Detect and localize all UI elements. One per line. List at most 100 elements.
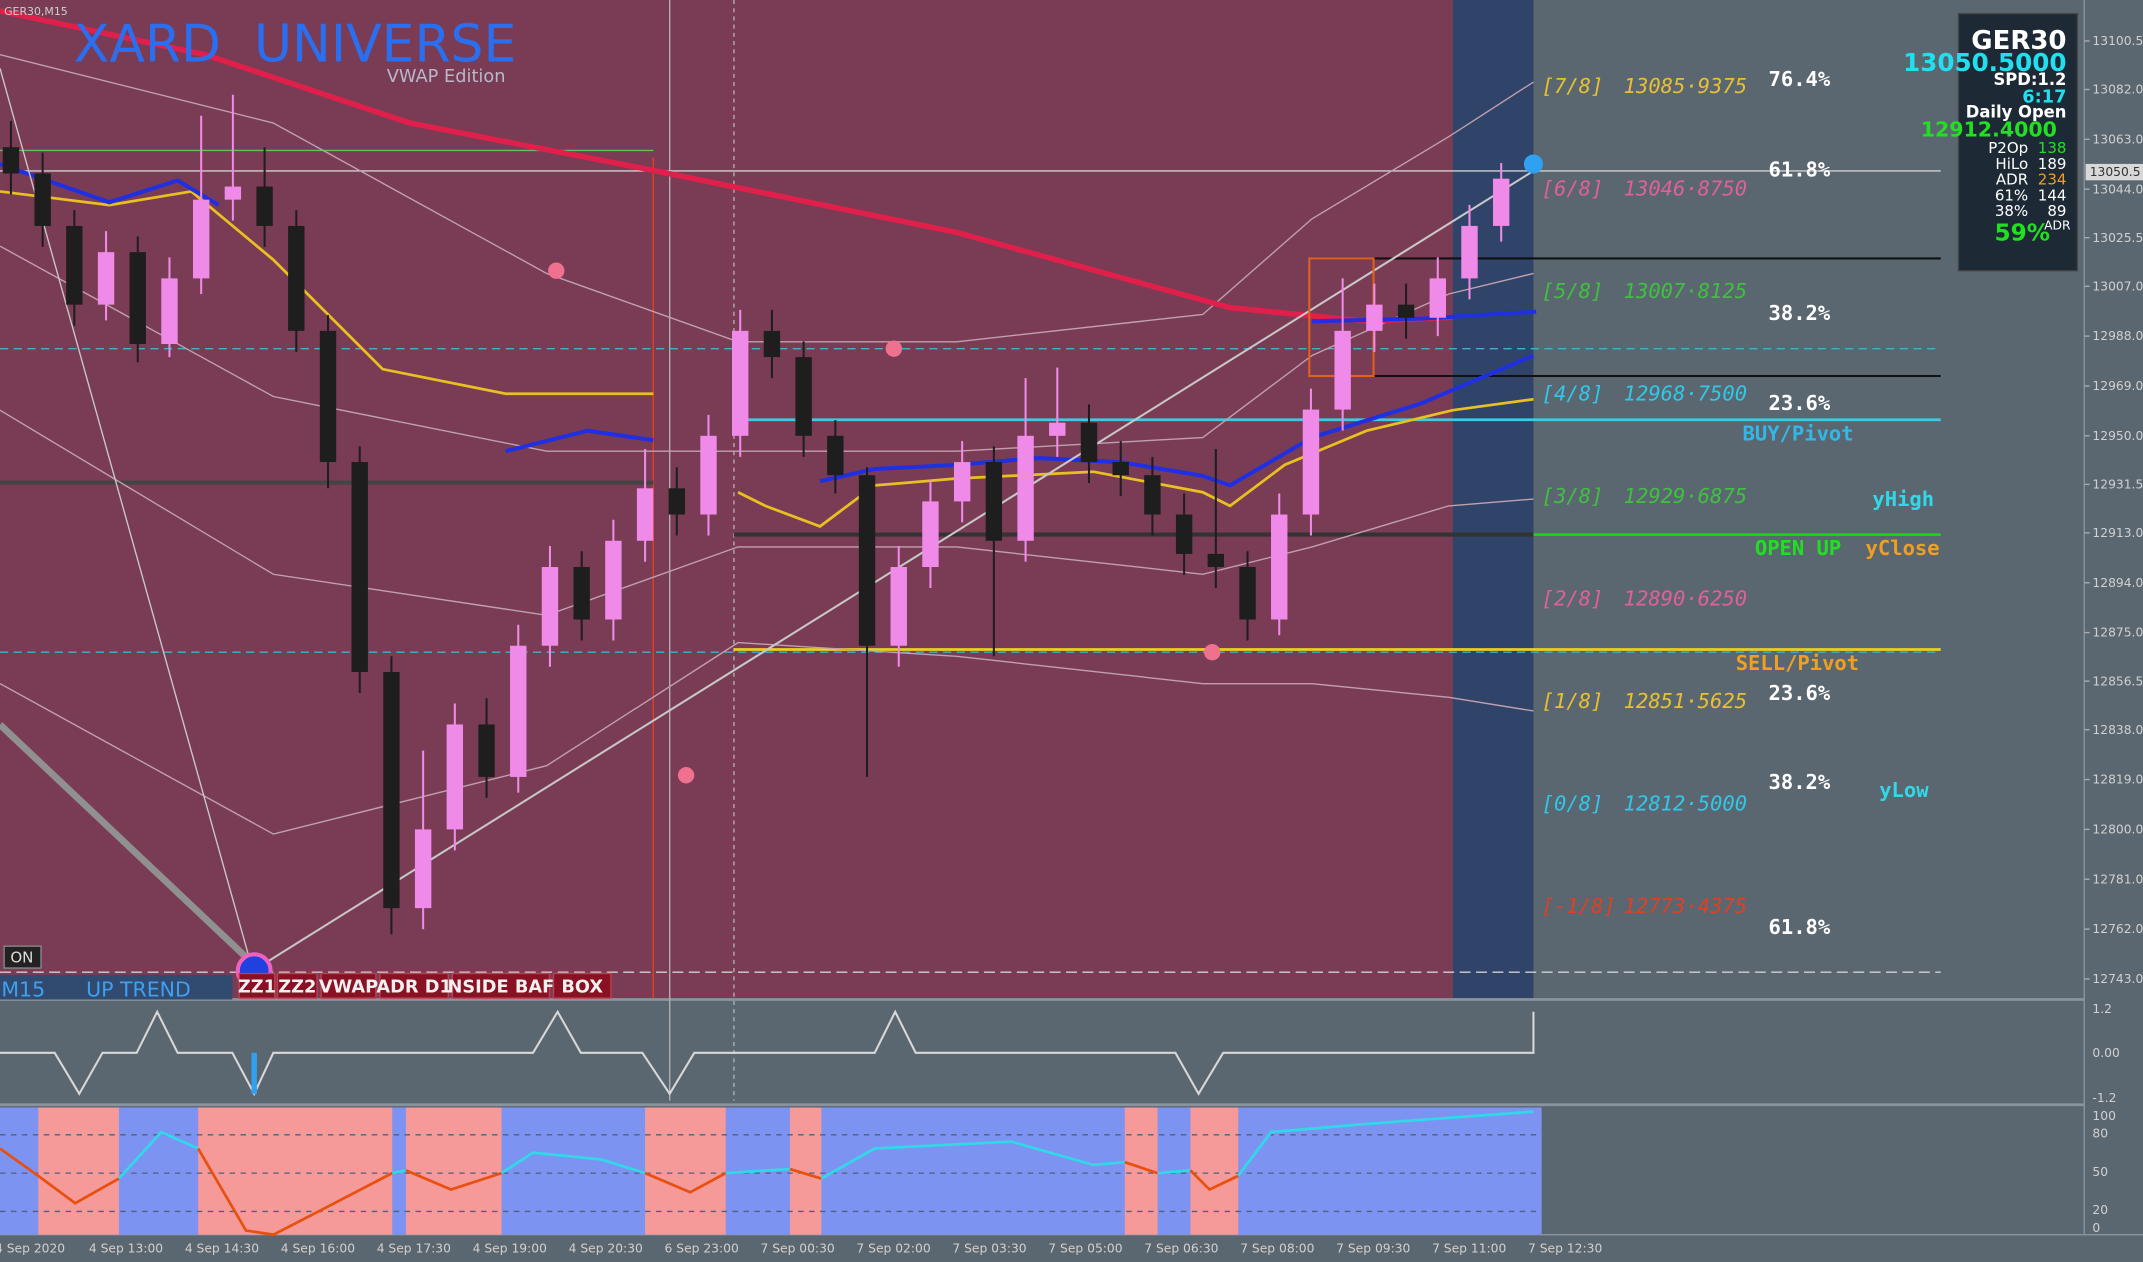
candle-body (319, 330, 337, 463)
candle-body (414, 829, 432, 909)
toolbar-button[interactable]: NSIDE BAF (448, 978, 555, 998)
session-zone (0, 0, 1453, 999)
level-price: 12890·6250 (1624, 586, 1747, 610)
candle-body (478, 724, 495, 777)
toolbar-button-box (320, 972, 377, 999)
level-price: 13085·9375 (1624, 74, 1747, 98)
candle-body (1080, 422, 1098, 463)
panel-text: 12912.4000 (1921, 118, 2057, 142)
candle-body (1017, 435, 1034, 541)
y-tick-label: 12838.0 (2092, 723, 2143, 737)
candle-body (1429, 278, 1446, 318)
candle-body (351, 462, 368, 672)
y-tick-label: 12969.0 (2092, 379, 2143, 393)
y-tick-label: 12894.0 (2092, 576, 2143, 590)
y-tick-label: 12931.5 (2092, 477, 2143, 491)
osc-line-down (1189, 1169, 1239, 1192)
candle-body (97, 252, 115, 305)
title: XARD UNIVERSE (74, 15, 517, 75)
osc1-tick-label: 0.00 (2092, 1046, 2119, 1060)
y-tick-label: 12875.0 (2092, 626, 2143, 640)
candle-body (510, 645, 527, 777)
osc-line-up (391, 1169, 407, 1175)
candle-body (161, 278, 178, 344)
level-label: [0/8] (1542, 791, 1604, 815)
band-down (645, 1107, 726, 1235)
right-label: BUY/Pivot (1743, 421, 1854, 445)
ma-line (505, 428, 654, 454)
x-tick-label: 4 Sep 13:00 (89, 1241, 163, 1255)
level-label: [4/8] (1542, 381, 1604, 405)
toolbar-button[interactable]: ZZ1 (238, 978, 276, 998)
y-tick-label: 12800.0 (2092, 823, 2143, 837)
x-tick-label: 7 Sep 06:30 (1144, 1241, 1218, 1255)
candle-body (1366, 304, 1383, 331)
panel-text: ADR (2044, 219, 2071, 233)
panel-text: GER30 (1971, 26, 2066, 56)
osc2-tick-label: 50 (2092, 1165, 2108, 1179)
candle-body (1492, 178, 1510, 226)
candle-body (34, 173, 51, 226)
toolbar-button[interactable]: BOX (561, 978, 603, 998)
level-label: [5/8] (1542, 279, 1604, 303)
band-line (0, 641, 1534, 835)
panel-text: 6:17 (2022, 88, 2066, 108)
candle-body (636, 488, 654, 541)
y-tick-label: 13007.0 (2092, 279, 2143, 293)
panel-row-label: ADR (1996, 171, 2028, 189)
toolbar-button[interactable]: ZZ2 (278, 978, 316, 998)
toolbar-button[interactable]: ADR D1 (376, 978, 451, 998)
on-button[interactable]: ON (10, 949, 33, 967)
panel-text: Daily Open (1966, 103, 2067, 122)
x-tick-label: 4 Sep 17:30 (377, 1241, 451, 1255)
subtitle: VWAP Edition (387, 67, 506, 87)
level-price: 12812·5000 (1624, 791, 1747, 815)
osc-line-up (1237, 1110, 1534, 1177)
right-label: yClose (1866, 536, 1940, 560)
panel-row-label: 61% (1995, 186, 2028, 204)
x-tick-label: 7 Sep 12:30 (1528, 1241, 1602, 1255)
level-label: [1/8] (1542, 689, 1604, 713)
osc1-tick-label: -1.2 (2092, 1091, 2116, 1105)
right-label: 23.6% (1769, 391, 1831, 415)
candle-body (922, 501, 939, 568)
candle-body (66, 225, 83, 305)
level-label: [7/8] (1542, 74, 1604, 98)
candle-body (2, 147, 20, 174)
level-price: 12851·5625 (1624, 689, 1747, 713)
y-tick-label: 12856.5 (2092, 674, 2143, 688)
current-zone (1452, 0, 1534, 999)
osc-line-up (500, 1151, 646, 1175)
osc1-tick-label: 1.2 (2092, 1002, 2112, 1016)
candle-body (541, 567, 559, 646)
osc-line-up (117, 1130, 199, 1180)
right-label: 76.4% (1769, 67, 1831, 91)
panel-text: 59% (1994, 220, 2050, 247)
x-tick-label: 7 Sep 05:00 (1048, 1241, 1122, 1255)
pivot-dot (677, 767, 695, 784)
y-tick-label: 12743.0 (2092, 972, 2143, 986)
candle-body (732, 330, 749, 436)
candle-body (573, 567, 590, 620)
candle-body (827, 435, 844, 476)
right-label: yLow (1879, 778, 1929, 802)
band-down (38, 1107, 119, 1235)
trend: UP TREND (86, 978, 191, 1002)
osc-line-down (644, 1171, 727, 1194)
panel-row-label: HiLo (1995, 155, 2028, 173)
ma-line (0, 162, 220, 207)
panel-row-value: 234 (2038, 171, 2067, 189)
pivot-dot (1523, 154, 1544, 174)
candle-body (129, 252, 146, 344)
ma-line (819, 353, 1535, 488)
candle-body (256, 186, 273, 226)
panel-row-label: 38% (1995, 202, 2028, 220)
toolbar-button[interactable]: VWAP (319, 978, 378, 998)
right-label: 23.6% (1769, 681, 1831, 705)
right-label: 61.8% (1769, 915, 1831, 939)
right-label: OPEN UP (1755, 536, 1841, 560)
x-tick-label: 7 Sep 03:30 (952, 1241, 1026, 1255)
right-label: yHigh (1872, 487, 1934, 511)
x-tick-label: 7 Sep 00:30 (760, 1241, 834, 1255)
level-label: [6/8] (1542, 176, 1604, 200)
